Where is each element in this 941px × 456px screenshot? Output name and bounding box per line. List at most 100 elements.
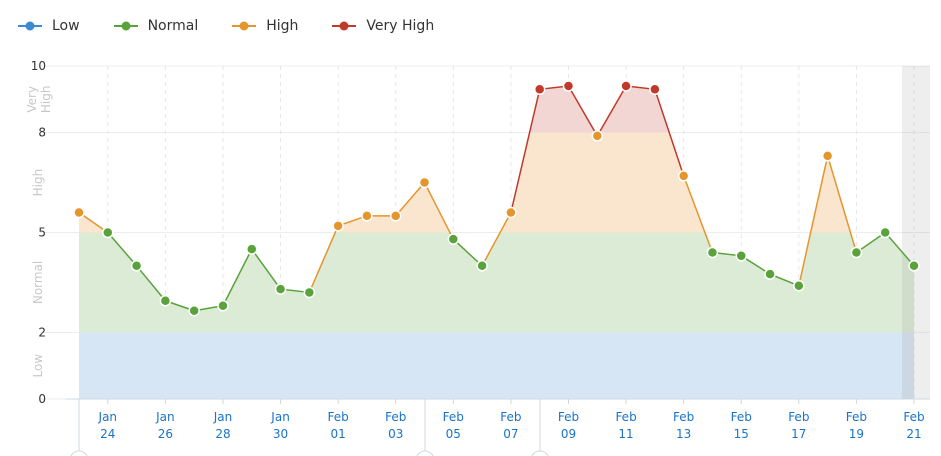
data-point xyxy=(879,226,891,239)
series-line-segment xyxy=(798,155,829,286)
data-point xyxy=(73,206,85,219)
series-line-segment xyxy=(682,175,714,253)
zone-label-line: High xyxy=(39,86,53,114)
data-point xyxy=(217,300,229,312)
x-tick-date: 11 xyxy=(618,427,633,441)
x-tick-month: Feb xyxy=(443,410,464,424)
series-line-segment xyxy=(826,155,858,253)
series-line-segment xyxy=(654,89,685,177)
data-point xyxy=(793,280,805,292)
data-point xyxy=(130,260,143,272)
x-tick-month: Feb xyxy=(673,410,694,424)
legend-marker-low xyxy=(18,21,42,31)
x-tick-month: Feb xyxy=(788,410,809,424)
series-line-segment xyxy=(596,85,627,137)
x-tick-month: Feb xyxy=(615,410,636,424)
legend-item-normal[interactable]: Normal xyxy=(113,18,199,34)
x-tick-date: 05 xyxy=(446,427,461,441)
zone-label-high: High xyxy=(31,169,45,197)
legend-marker-high xyxy=(232,21,257,31)
x-tick-month: Jan xyxy=(98,410,118,424)
legend-label-very-high: Very High xyxy=(366,18,435,34)
data-point xyxy=(389,210,402,222)
x-tick-month: Jan xyxy=(270,410,290,424)
series-line-segment xyxy=(136,265,166,302)
data-point xyxy=(908,260,920,272)
data-point xyxy=(246,243,258,255)
data-point xyxy=(735,250,747,262)
zone-label-normal: Normal xyxy=(31,261,45,304)
data-point xyxy=(102,226,114,239)
series-line-segment xyxy=(222,248,253,307)
x-tick-date: 13 xyxy=(676,427,691,441)
event-marker xyxy=(531,450,549,456)
data-point xyxy=(821,150,834,162)
y-tick-label: 2 xyxy=(38,325,46,339)
legend-item-high[interactable]: High xyxy=(232,18,298,34)
data-point xyxy=(533,83,546,96)
series-line-segment xyxy=(308,225,339,293)
data-point xyxy=(562,80,575,92)
data-point xyxy=(159,295,172,307)
data-point xyxy=(332,220,344,232)
x-tick-date: 15 xyxy=(734,427,749,441)
x-tick-date: 28 xyxy=(215,427,230,441)
series-line-segment xyxy=(423,182,454,240)
data-point xyxy=(274,283,287,295)
x-tick-month: Feb xyxy=(500,410,521,424)
series-line-segment xyxy=(251,248,282,290)
x-tick-date: 24 xyxy=(100,427,115,441)
zone-band-low xyxy=(79,332,914,399)
data-point xyxy=(850,246,863,259)
data-point xyxy=(476,260,488,272)
data-point xyxy=(418,176,431,189)
data-point xyxy=(677,170,690,182)
x-tick-month: Feb xyxy=(558,410,579,424)
data-point xyxy=(706,246,719,259)
x-tick-month: Feb xyxy=(903,410,924,424)
x-tick-date: 01 xyxy=(330,427,345,441)
data-point xyxy=(188,305,200,317)
zone-label-line: High xyxy=(31,169,45,197)
x-tick-month: Jan xyxy=(155,410,175,424)
x-tick-date: 30 xyxy=(273,427,288,441)
legend-marker-very-high xyxy=(332,21,357,31)
data-point xyxy=(764,268,776,280)
event-marker xyxy=(416,450,434,456)
series-line-segment xyxy=(452,238,483,267)
data-point xyxy=(649,83,661,96)
legend-label-normal: Normal xyxy=(147,18,199,34)
data-point xyxy=(591,130,604,142)
y-tick-label: 5 xyxy=(38,226,46,240)
x-tick-date: 07 xyxy=(503,427,518,441)
y-tick-label: 8 xyxy=(38,126,46,140)
x-tick-date: 03 xyxy=(388,427,403,441)
event-marker xyxy=(70,450,88,456)
x-tick-month: Feb xyxy=(846,410,867,424)
legend-item-low[interactable]: Low xyxy=(18,18,80,34)
x-tick-month: Feb xyxy=(731,410,752,424)
data-point xyxy=(361,210,373,222)
data-point xyxy=(303,286,316,299)
zone-label-line: Very xyxy=(25,86,39,113)
zone-band-high xyxy=(79,132,914,233)
x-tick-date: 26 xyxy=(158,427,173,441)
legend-item-very-high[interactable]: Very High xyxy=(332,18,434,34)
series-line-segment xyxy=(481,212,512,267)
zone-label-low: Low xyxy=(31,354,45,378)
series-line-segment xyxy=(855,231,886,254)
legend-marker-normal xyxy=(113,21,138,31)
series-line-segment xyxy=(395,182,426,217)
x-tick-month: Feb xyxy=(328,410,349,424)
x-tick-date: 21 xyxy=(906,427,921,441)
x-tick-date: 19 xyxy=(849,427,864,441)
current-period-shade xyxy=(902,66,930,399)
zone-band-very-high xyxy=(79,85,914,133)
series-line-segment xyxy=(510,89,541,213)
zone-label-very-high: VeryHigh xyxy=(25,86,53,114)
series-line-segment xyxy=(107,232,138,267)
data-point xyxy=(447,233,460,245)
series-line-segment xyxy=(78,211,109,234)
